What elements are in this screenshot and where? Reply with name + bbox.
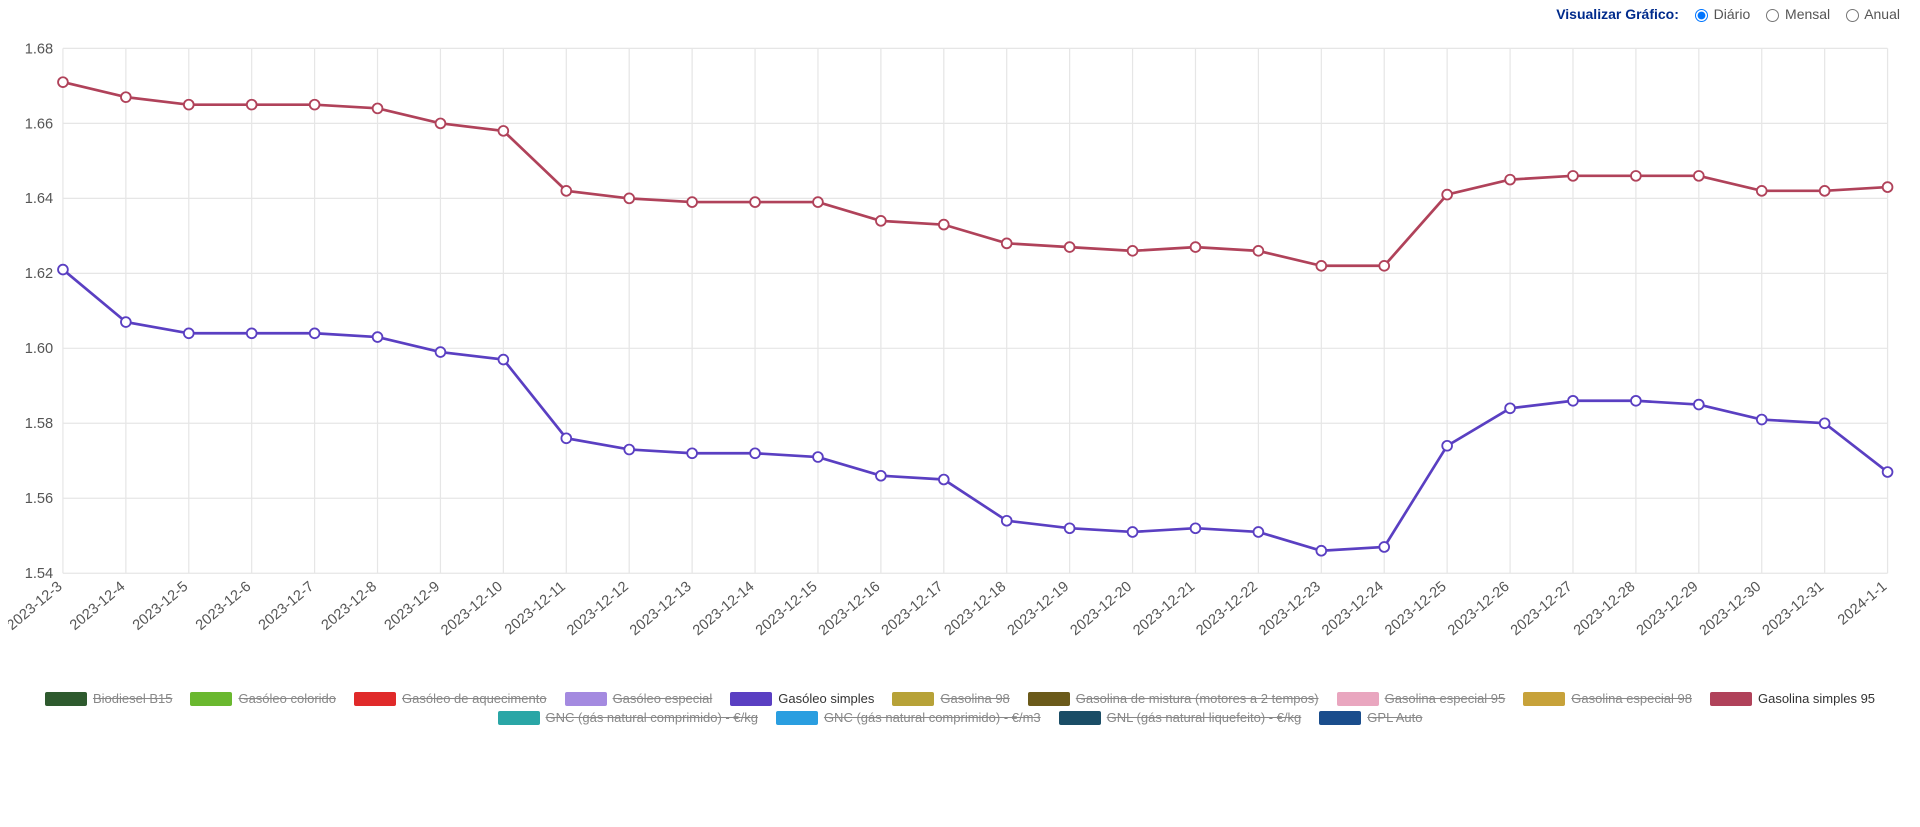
legend-swatch: [1337, 692, 1379, 706]
legend-label: GNC (gás natural comprimido) - €/m3: [824, 710, 1041, 725]
legend-label: GNC (gás natural comprimido) - €/kg: [546, 710, 758, 725]
svg-text:1.64: 1.64: [25, 191, 53, 207]
legend-item[interactable]: Gasóleo especial: [565, 691, 713, 706]
legend-item[interactable]: GNL (gás natural liquefeito) - €/kg: [1059, 710, 1302, 725]
legend-item[interactable]: Gasolina especial 95: [1337, 691, 1506, 706]
legend-item[interactable]: Gasolina simples 95: [1710, 691, 1875, 706]
legend-item[interactable]: GNC (gás natural comprimido) - €/m3: [776, 710, 1041, 725]
legend-item[interactable]: Biodiesel B15: [45, 691, 173, 706]
svg-text:1.68: 1.68: [25, 41, 53, 57]
legend-item[interactable]: GPL Auto: [1319, 710, 1422, 725]
legend-item[interactable]: Gasóleo colorido: [190, 691, 336, 706]
svg-text:1.54: 1.54: [25, 566, 53, 582]
legend: Biodiesel B15 Gasóleo colorido Gasóleo de …: [0, 683, 1920, 743]
legend-label: Gasolina simples 95: [1758, 691, 1875, 706]
legend-label: GPL Auto: [1367, 710, 1422, 725]
radio-daily-label: Diário: [1714, 6, 1751, 22]
legend-swatch: [45, 692, 87, 706]
radio-monthly-label: Mensal: [1785, 6, 1830, 22]
legend-swatch: [354, 692, 396, 706]
legend-label: Gasolina de mistura (motores a 2 tempos): [1076, 691, 1319, 706]
chart-period-controls: Visualizar Gráfico: Diário Mensal Anual: [0, 0, 1920, 24]
legend-swatch: [1710, 692, 1752, 706]
legend-label: Gasóleo simples: [778, 691, 874, 706]
legend-item[interactable]: Gasóleo de aquecimento: [354, 691, 547, 706]
legend-label: Biodiesel B15: [93, 691, 173, 706]
legend-label: Gasóleo de aquecimento: [402, 691, 547, 706]
legend-swatch: [565, 692, 607, 706]
radio-yearly-wrap[interactable]: Anual: [1840, 6, 1900, 22]
svg-text:1.58: 1.58: [25, 416, 53, 432]
svg-text:1.62: 1.62: [25, 266, 53, 282]
radio-yearly[interactable]: [1846, 9, 1859, 22]
legend-item[interactable]: Gasolina especial 98: [1523, 691, 1692, 706]
radio-daily-wrap[interactable]: Diário: [1689, 6, 1754, 22]
svg-text:1.60: 1.60: [25, 341, 53, 357]
legend-item[interactable]: GNC (gás natural comprimido) - €/kg: [498, 710, 758, 725]
radio-yearly-label: Anual: [1864, 6, 1900, 22]
legend-swatch: [190, 692, 232, 706]
legend-item[interactable]: Gasóleo simples: [730, 691, 874, 706]
legend-swatch: [730, 692, 772, 706]
legend-label: Gasóleo especial: [613, 691, 713, 706]
legend-swatch: [776, 711, 818, 725]
legend-label: Gasolina especial 95: [1385, 691, 1506, 706]
legend-swatch: [1059, 711, 1101, 725]
controls-title: Visualizar Gráfico:: [1556, 6, 1679, 22]
legend-item[interactable]: Gasolina 98: [892, 691, 1009, 706]
radio-monthly-wrap[interactable]: Mensal: [1760, 6, 1834, 22]
radio-monthly[interactable]: [1766, 9, 1779, 22]
legend-swatch: [1028, 692, 1070, 706]
legend-label: Gasolina 98: [940, 691, 1009, 706]
legend-swatch: [1319, 711, 1361, 725]
legend-swatch: [1523, 692, 1565, 706]
radio-daily[interactable]: [1695, 9, 1708, 22]
legend-item[interactable]: Gasolina de mistura (motores a 2 tempos): [1028, 691, 1319, 706]
legend-label: Gasolina especial 98: [1571, 691, 1692, 706]
svg-text:1.56: 1.56: [25, 491, 53, 507]
price-line-chart: 1.541.561.581.601.621.641.661.682023-12-…: [8, 24, 1912, 683]
legend-swatch: [498, 711, 540, 725]
svg-text:1.66: 1.66: [25, 116, 53, 132]
chart-container: 1.541.561.581.601.621.641.661.682023-12-…: [0, 24, 1920, 683]
legend-label: Gasóleo colorido: [238, 691, 336, 706]
legend-swatch: [892, 692, 934, 706]
legend-label: GNL (gás natural liquefeito) - €/kg: [1107, 710, 1302, 725]
